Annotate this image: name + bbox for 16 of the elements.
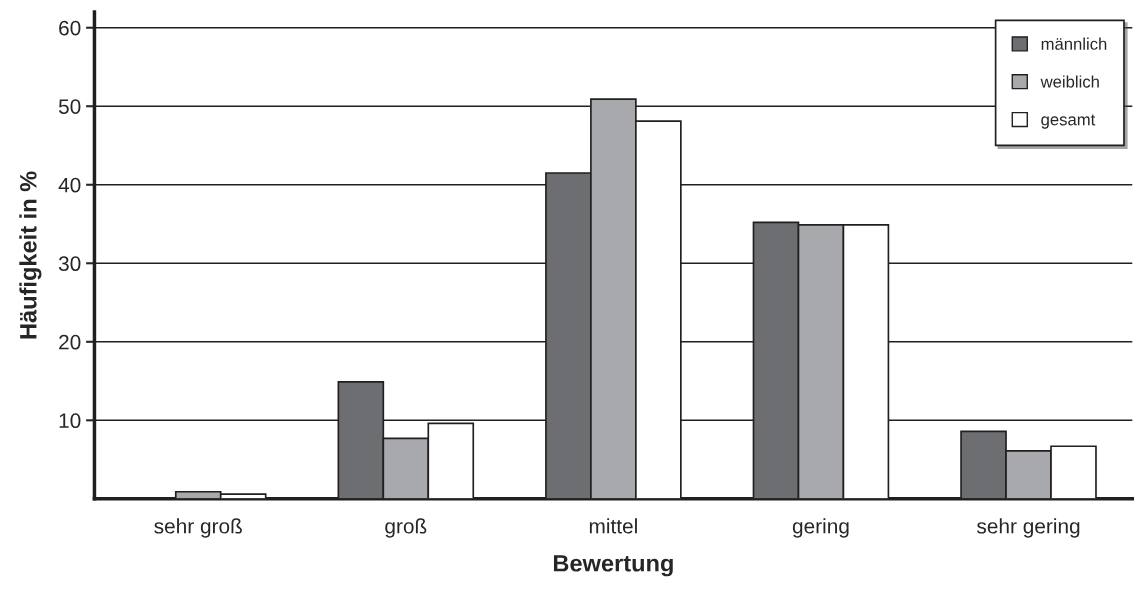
- y-tick-label: 10: [59, 413, 81, 429]
- x-tick-label: mittel: [589, 518, 637, 534]
- legend-label: gesamt: [1041, 114, 1096, 129]
- x-axis-title: Bewertung: [553, 555, 673, 577]
- x-tick-label: gering: [792, 518, 849, 538]
- y-tick-label: 40: [58, 177, 81, 193]
- y-tick-label: 60: [59, 20, 81, 36]
- legend-label: weiblich: [1040, 75, 1099, 88]
- x-tick-label: sehr gering: [976, 518, 1080, 538]
- x-tick-label: sehr groß: [154, 518, 242, 538]
- y-tick-label: 30: [58, 256, 81, 272]
- x-tick-label: groß: [385, 518, 427, 538]
- legend-label: männlich: [1041, 37, 1107, 50]
- y-tick-label: 20: [59, 334, 81, 350]
- y-axis-title: Häufigkeit in %: [19, 171, 42, 339]
- y-tick-label: 50: [58, 99, 81, 114]
